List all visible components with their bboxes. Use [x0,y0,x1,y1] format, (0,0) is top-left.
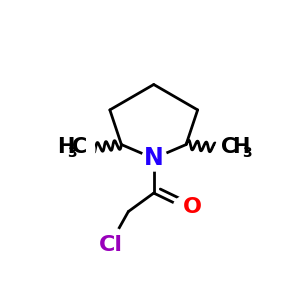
Text: 3: 3 [242,146,252,160]
Text: 3: 3 [68,146,77,160]
Text: Cl: Cl [99,235,123,255]
Text: H: H [232,137,250,157]
Text: C: C [221,137,236,157]
Text: C: C [72,137,88,157]
Text: O: O [183,197,202,217]
Text: N: N [144,146,164,170]
Text: H: H [57,137,75,157]
